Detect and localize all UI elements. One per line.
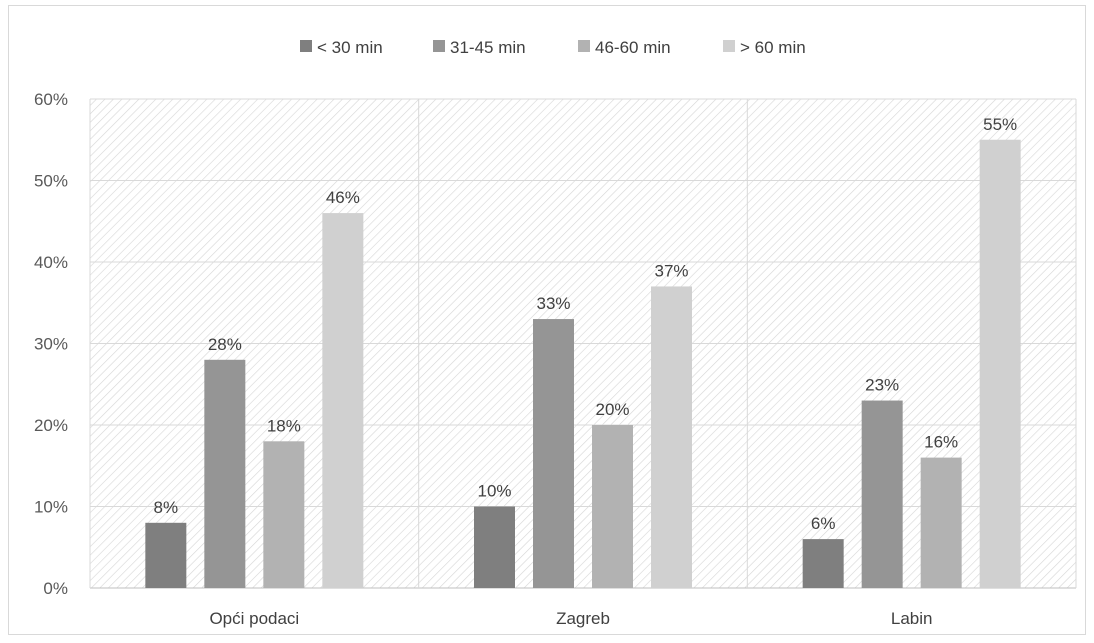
bar xyxy=(980,140,1021,588)
data-label: 23% xyxy=(865,376,899,395)
bar xyxy=(533,319,574,588)
x-category-label: Zagreb xyxy=(556,609,610,628)
legend-label: 31-45 min xyxy=(450,38,526,57)
legend-swatch xyxy=(433,40,445,52)
bar xyxy=(921,458,962,588)
data-label: 16% xyxy=(924,433,958,452)
y-tick-label: 40% xyxy=(34,253,68,272)
x-category-label: Labin xyxy=(891,609,933,628)
data-label: 18% xyxy=(267,416,301,435)
y-tick-label: 50% xyxy=(34,172,68,191)
y-axis-ticks: 0% 10% 20% 30% 40% 50% 60% xyxy=(34,90,68,598)
legend-label: 46-60 min xyxy=(595,38,671,57)
bar xyxy=(592,425,633,588)
y-tick-label: 10% xyxy=(34,498,68,517)
y-tick-label: 60% xyxy=(34,90,68,109)
bar xyxy=(651,286,692,588)
data-label: 46% xyxy=(326,188,360,207)
bar xyxy=(145,523,186,588)
y-tick-label: 0% xyxy=(43,579,68,598)
bar xyxy=(862,401,903,588)
bar xyxy=(322,213,363,588)
bar xyxy=(803,539,844,588)
data-label: 28% xyxy=(208,335,242,354)
data-label: 37% xyxy=(654,261,688,280)
legend: < 30 min 31-45 min 46-60 min > 60 min xyxy=(300,38,806,57)
data-label: 55% xyxy=(983,115,1017,134)
legend-swatch xyxy=(723,40,735,52)
data-label: 33% xyxy=(536,294,570,313)
bar xyxy=(474,507,515,589)
legend-label: < 30 min xyxy=(317,38,383,57)
legend-swatch xyxy=(578,40,590,52)
bar xyxy=(263,441,304,588)
legend-label: > 60 min xyxy=(740,38,806,57)
y-tick-label: 30% xyxy=(34,335,68,354)
data-label: 10% xyxy=(477,482,511,501)
data-label: 20% xyxy=(595,400,629,419)
bar xyxy=(204,360,245,588)
data-label: 6% xyxy=(811,514,836,533)
data-label: 8% xyxy=(154,498,179,517)
x-category-label: Opći podaci xyxy=(209,609,299,628)
y-tick-label: 20% xyxy=(34,416,68,435)
x-axis-categories: Opći podaci Zagreb Labin xyxy=(209,609,932,628)
legend-swatch xyxy=(300,40,312,52)
